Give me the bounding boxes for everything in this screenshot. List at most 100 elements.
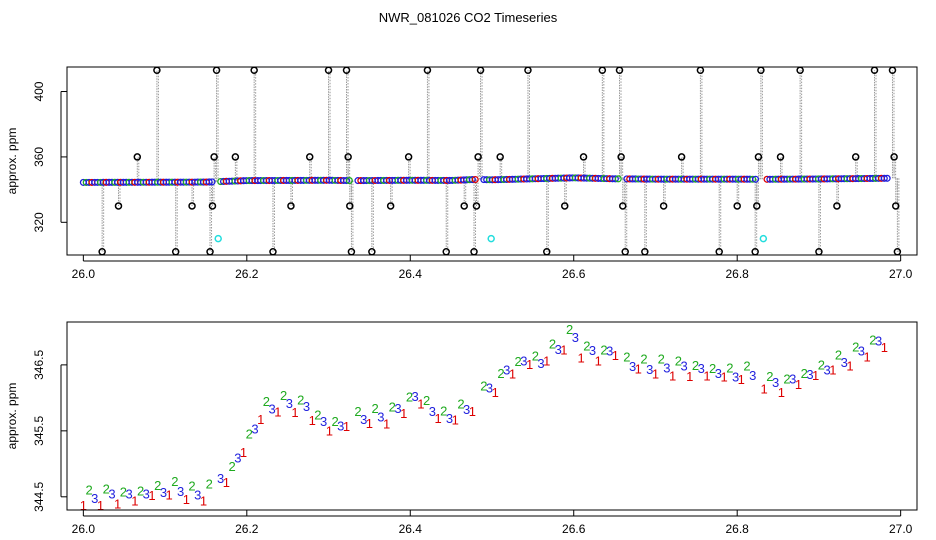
series-marker-3: 3 (715, 366, 722, 381)
series-marker-2: 2 (389, 400, 396, 415)
series-marker-2: 2 (623, 349, 630, 364)
outlier-point (404, 153, 413, 161)
top-y-tick-label: 320 (32, 212, 46, 232)
outlier-point (346, 202, 354, 210)
series-marker-1: 1 (97, 498, 104, 513)
series-marker-2: 2 (154, 478, 161, 493)
series-marker-3: 3 (555, 342, 562, 357)
series-marker-1: 1 (526, 357, 533, 372)
outlier-point (344, 153, 352, 161)
series-marker-2: 2 (423, 393, 430, 408)
series-marker-2: 2 (171, 474, 178, 489)
series-marker-1: 1 (795, 377, 802, 392)
series-marker-2: 2 (103, 482, 110, 497)
series-marker-1: 1 (543, 353, 550, 368)
series-marker-1: 1 (417, 397, 424, 412)
outlier-point (833, 202, 841, 210)
series-marker-1: 1 (80, 498, 87, 513)
series-marker-3: 3 (320, 414, 327, 429)
top-data-points (79, 66, 902, 256)
top-y-axis: 320 360 400 (32, 81, 67, 232)
series-marker-3: 3 (806, 367, 813, 382)
baseline-point (611, 175, 619, 183)
outlier-point (579, 153, 588, 161)
bottom-x-tick-label: 27.0 (889, 522, 913, 536)
series-marker-1: 1 (148, 488, 155, 503)
series-marker-3: 3 (108, 487, 115, 502)
series-marker-3: 3 (177, 484, 184, 499)
series-marker-1: 1 (577, 351, 584, 366)
series-marker-3: 3 (251, 422, 258, 437)
series-marker-3: 3 (789, 372, 796, 387)
series-marker-3: 3 (680, 358, 687, 373)
series-marker-1: 1 (812, 368, 819, 383)
series-marker-3: 3 (486, 380, 493, 395)
series-marker-1: 1 (881, 340, 888, 355)
outlier-point (753, 202, 761, 210)
series-marker-1: 1 (669, 369, 676, 384)
flagged-point (487, 234, 495, 243)
series-marker-3: 3 (663, 360, 670, 375)
bottom-x-axis: 26.0 26.2 26.4 26.6 26.8 27.0 (72, 510, 913, 536)
top-y-tick-label: 400 (32, 81, 46, 101)
series-marker-1: 1 (509, 367, 516, 382)
series-marker-1: 1 (291, 405, 298, 420)
series-marker-3: 3 (125, 487, 132, 502)
series-marker-3: 3 (463, 402, 470, 417)
series-marker-3: 3 (732, 369, 739, 384)
series-marker-3: 3 (429, 404, 436, 419)
series-marker-1: 1 (326, 423, 333, 438)
series-marker-2: 2 (246, 426, 253, 441)
outlier-point (733, 202, 741, 210)
series-marker-3: 3 (377, 409, 384, 424)
series-marker-2: 2 (331, 414, 338, 429)
series-marker-2: 2 (188, 478, 195, 493)
top-x-tick-label: 27.0 (889, 267, 913, 281)
series-marker-2: 2 (497, 366, 504, 381)
series-marker-3: 3 (823, 363, 830, 378)
series-marker-3: 3 (537, 356, 544, 371)
series-marker-2: 2 (852, 339, 859, 354)
series-marker-1: 1 (309, 413, 316, 428)
series-marker-3: 3 (520, 354, 527, 369)
outlier-point (386, 202, 395, 210)
outlier-point (188, 202, 196, 210)
series-marker-2: 2 (692, 358, 699, 373)
series-marker-3: 3 (503, 363, 510, 378)
series-marker-2: 2 (532, 349, 539, 364)
series-marker-3: 3 (875, 333, 882, 348)
series-marker-2: 2 (228, 459, 235, 474)
series-marker-3: 3 (337, 419, 344, 434)
outlier-point (617, 153, 625, 161)
series-marker-1: 1 (366, 416, 373, 431)
series-marker-1: 1 (200, 494, 207, 509)
top-y-axis-label: approx. ppm (5, 128, 19, 195)
series-marker-2: 2 (675, 353, 682, 368)
series-marker-2: 2 (709, 361, 716, 376)
series-marker-2: 2 (297, 392, 304, 407)
outlier-point (472, 202, 481, 210)
top-x-tick-label: 26.0 (72, 267, 96, 281)
bottom-y-axis-label: approx. ppm (5, 383, 19, 450)
outlier-point (892, 202, 900, 210)
top-plot-frame (66, 66, 918, 256)
baseline-point (468, 176, 476, 184)
series-marker-1: 1 (114, 497, 121, 512)
baseline-point (752, 175, 760, 183)
series-marker-3: 3 (629, 359, 636, 374)
series-marker-2: 2 (818, 357, 825, 372)
series-marker-3: 3 (858, 343, 865, 358)
top-connector-lines (101, 70, 900, 252)
series-marker-1: 1 (452, 412, 459, 427)
series-marker-1: 1 (738, 372, 745, 387)
series-marker-1: 1 (686, 369, 693, 384)
series-marker-2: 2 (515, 354, 522, 369)
series-marker-1: 1 (469, 404, 476, 419)
top-x-tick-label: 26.4 (399, 267, 423, 281)
series-marker-1: 1 (635, 362, 642, 377)
series-marker-3: 3 (646, 362, 653, 377)
series-marker-2: 2 (85, 483, 92, 498)
series-marker-2: 2 (372, 401, 379, 416)
